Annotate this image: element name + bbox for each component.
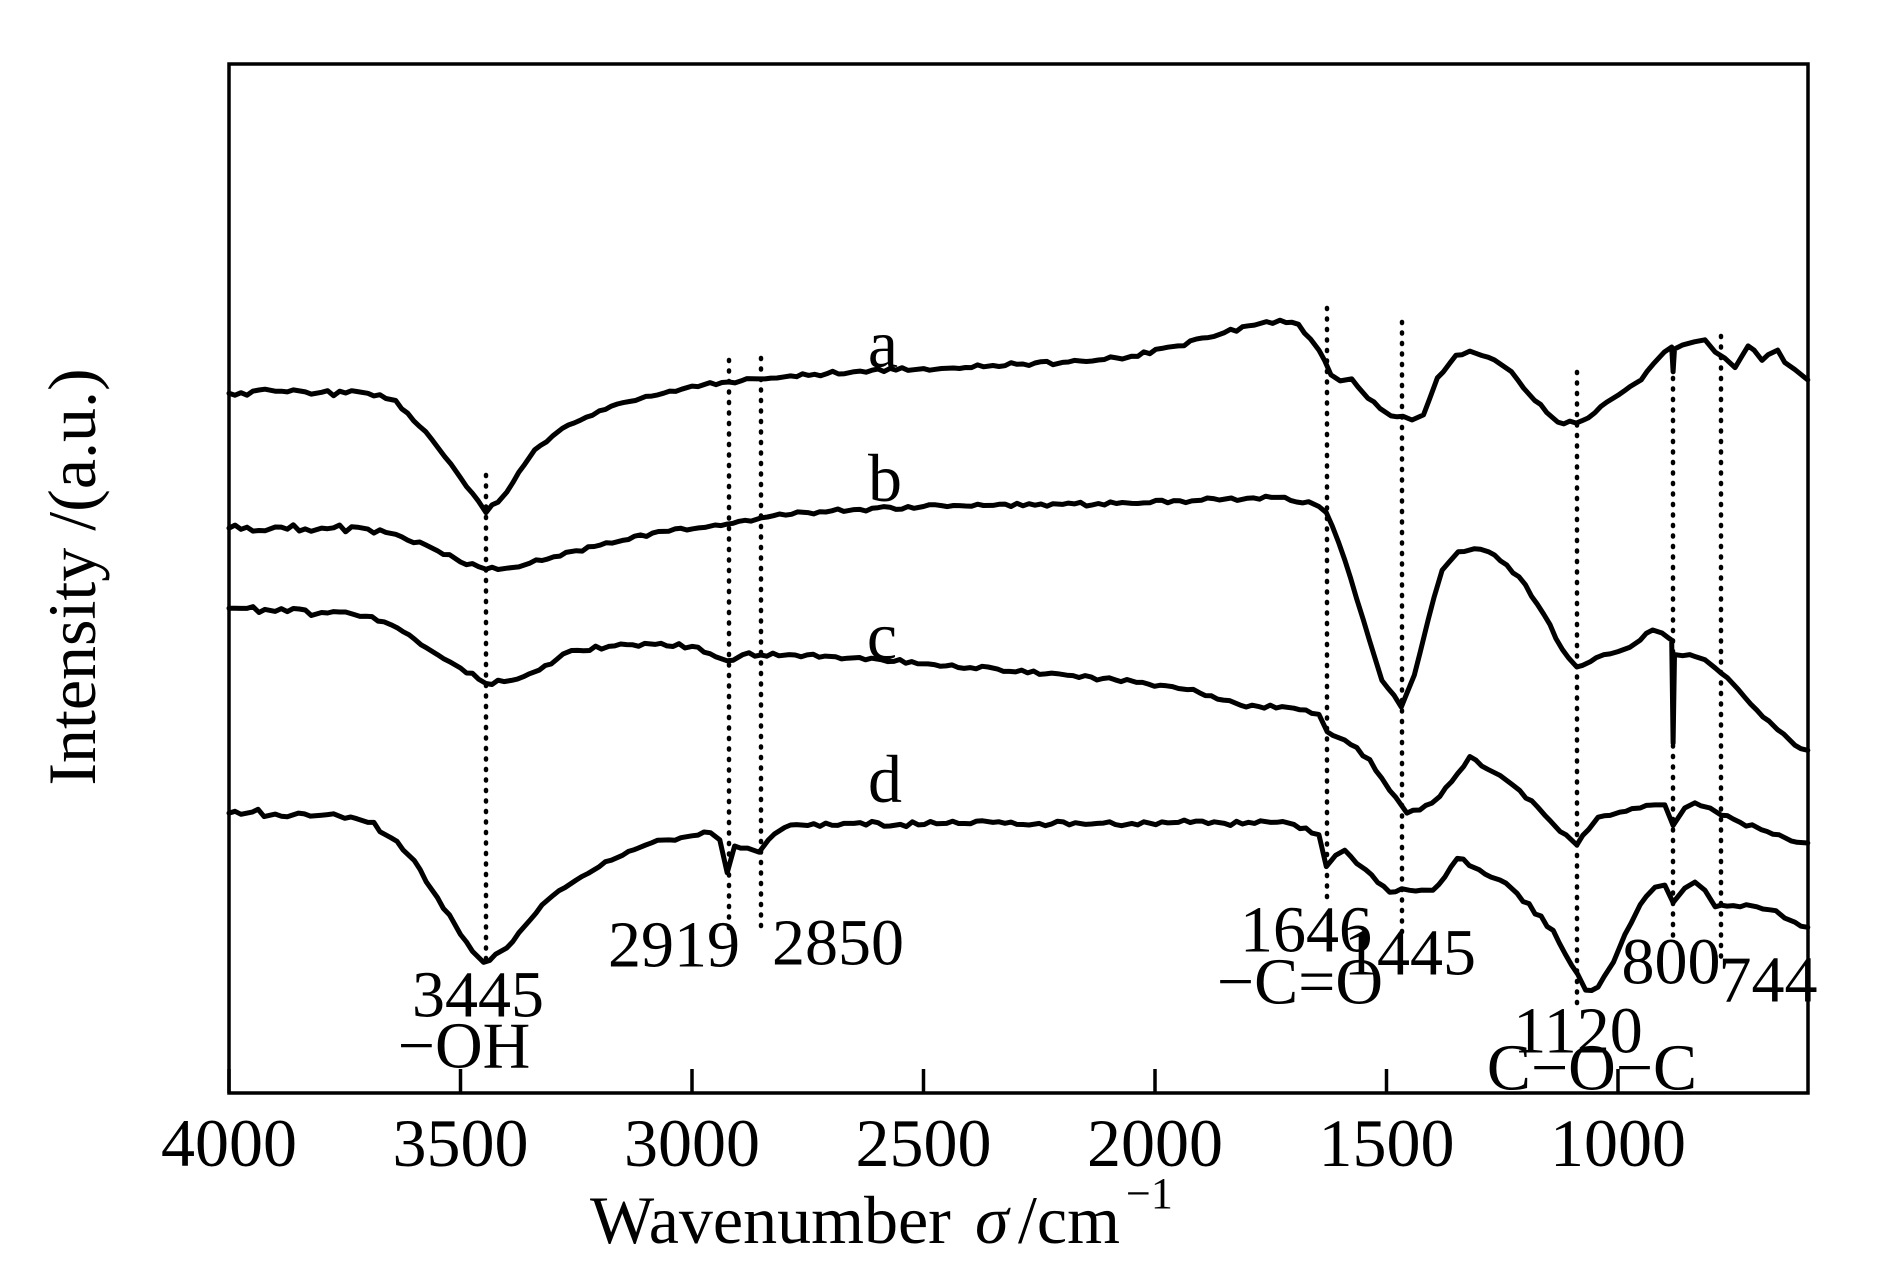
annotation-text-1646-group: −C=O <box>1217 946 1383 1019</box>
annotation-text-1120: 1120 <box>1513 995 1643 1068</box>
x-axis-label-sigma: σ <box>975 1182 1011 1258</box>
curve-label-c: c <box>867 598 897 674</box>
x-tick-label: 2500 <box>856 1105 992 1181</box>
x-axis-label-unit: /cm <box>1018 1182 1120 1258</box>
annotation-text-2850: 2850 <box>772 907 904 980</box>
annotation-text-1120-group: C−O−C <box>1487 1032 1697 1105</box>
y-axis-label: Intensity /(a.u.) <box>34 368 110 785</box>
annotation-text-2919: 2919 <box>608 909 740 982</box>
x-tick-label: 3000 <box>624 1105 760 1181</box>
annotation-text-800: 800 <box>1622 926 1721 999</box>
x-tick-label: 1000 <box>1550 1105 1686 1181</box>
curve-d <box>226 806 1811 993</box>
curve-b <box>226 493 1811 753</box>
annotation-text-1445: 1445 <box>1344 917 1476 990</box>
x-tick-label: 4000 <box>161 1105 297 1181</box>
annotation-text-1646: 1646 <box>1240 894 1372 967</box>
x-axis-label-superscript: −1 <box>1126 1169 1173 1218</box>
curve-label-d: d <box>868 741 902 817</box>
annotation-text-3445-group: −OH <box>398 1010 531 1083</box>
x-tick-label: 2000 <box>1087 1105 1223 1181</box>
x-tick-label: 1500 <box>1319 1105 1455 1181</box>
plot-border <box>227 62 1810 1095</box>
x-axis-label-main: Wavenumber <box>590 1182 951 1258</box>
x-tick-label: 3500 <box>393 1105 529 1181</box>
curve-label-a: a <box>868 306 898 382</box>
curve-c <box>226 604 1811 848</box>
curve-a <box>226 317 1811 516</box>
curve-label-b: b <box>868 440 902 516</box>
annotation-text-744: 744 <box>1719 944 1818 1017</box>
annotation-text-3445: 3445 <box>412 959 544 1032</box>
